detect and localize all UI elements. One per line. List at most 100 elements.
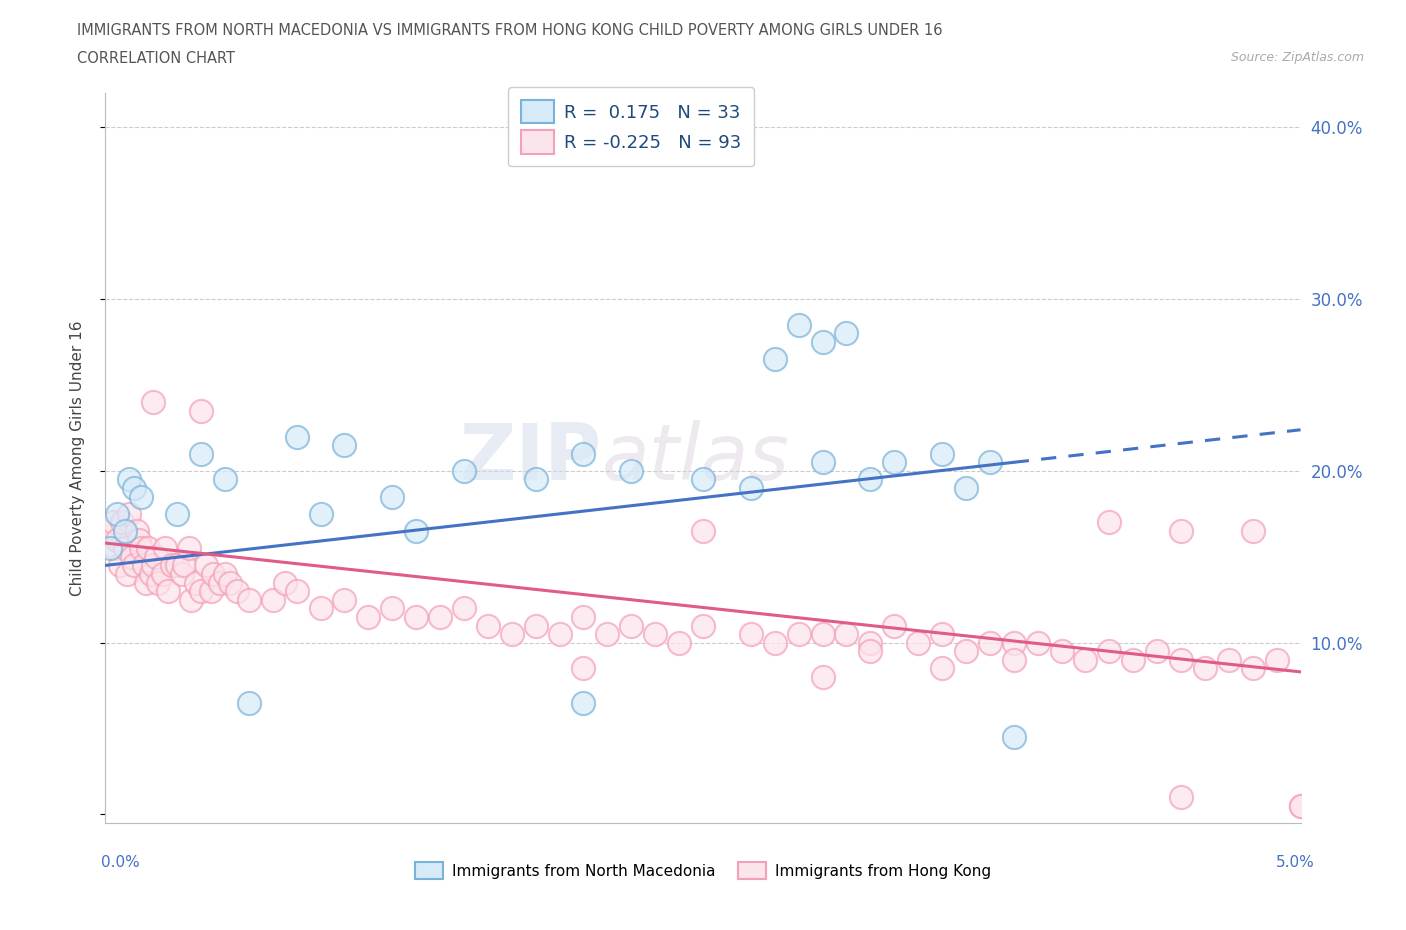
Point [1050,644,1073,658]
Point [218,575,240,590]
Point [859,644,882,658]
Point [114,540,136,555]
Point [1098,515,1121,530]
Point [285,584,308,599]
Point [548,627,571,642]
Point [620,463,643,478]
Point [225,584,249,599]
Point [132,558,155,573]
Point [194,558,217,573]
Point [309,601,332,616]
Point [155,540,177,555]
Point [787,317,810,332]
Point [835,326,858,341]
Point [104,540,127,555]
Point [285,429,308,444]
Point [190,584,212,599]
Point [477,618,499,633]
Point [190,446,212,461]
Point [156,584,179,599]
Point [763,635,786,650]
Point [740,627,762,642]
Point [273,575,295,590]
Point [186,575,208,590]
Point [931,627,953,642]
Y-axis label: Child Poverty Among Girls Under 16: Child Poverty Among Girls Under 16 [70,320,84,596]
Point [177,540,201,555]
Point [835,627,858,642]
Point [811,455,834,470]
Point [644,627,666,642]
Point [931,446,953,461]
Point [145,550,167,565]
Point [1289,799,1312,814]
Point [122,558,145,573]
Point [668,635,690,650]
Point [811,670,834,684]
Point [142,394,165,409]
Point [262,592,284,607]
Point [333,438,356,453]
Point [209,575,232,590]
Point [740,481,762,496]
Point [405,524,427,538]
Point [1289,799,1312,814]
Point [1002,730,1025,745]
Point [620,618,643,633]
Point [107,532,129,547]
Point [118,472,141,487]
Point [121,550,143,565]
Point [139,566,162,581]
Point [309,507,332,522]
Point [1146,644,1168,658]
Point [572,446,595,461]
Point [1170,790,1192,804]
Text: CORRELATION CHART: CORRELATION CHART [77,51,235,66]
Point [572,609,595,624]
Point [108,558,131,573]
Point [214,566,236,581]
Point [122,481,145,496]
Point [107,507,129,522]
Point [333,592,356,607]
Point [811,335,834,350]
Point [142,558,165,573]
Point [98,540,121,555]
Point [883,455,905,470]
Point [166,558,188,573]
Point [381,601,404,616]
Point [180,592,202,607]
Point [931,661,953,676]
Point [162,558,184,573]
Point [1194,661,1216,676]
Point [1098,644,1121,658]
Point [1026,635,1049,650]
Point [152,566,174,581]
Point [572,696,595,711]
Text: IMMIGRANTS FROM NORTH MACEDONIA VS IMMIGRANTS FROM HONG KONG CHILD POVERTY AMONG: IMMIGRANTS FROM NORTH MACEDONIA VS IMMIG… [77,23,943,38]
Text: 0.0%: 0.0% [101,855,141,870]
Point [405,609,427,624]
Point [429,609,451,624]
Point [129,489,153,504]
Point [128,532,150,547]
Point [955,644,977,658]
Point [883,618,905,633]
Text: atlas: atlas [602,420,789,496]
Point [357,609,380,624]
Point [979,455,1001,470]
Point [115,566,138,581]
Legend: Immigrants from North Macedonia, Immigrants from Hong Kong: Immigrants from North Macedonia, Immigra… [408,854,998,887]
Text: 5.0%: 5.0% [1275,855,1315,870]
Point [1002,653,1025,668]
Point [692,618,714,633]
Point [190,404,212,418]
Point [1002,635,1025,650]
Point [125,524,148,538]
Point [146,575,169,590]
Point [114,524,136,538]
Point [1218,653,1240,668]
Point [524,472,547,487]
Point [524,618,547,633]
Point [453,601,475,616]
